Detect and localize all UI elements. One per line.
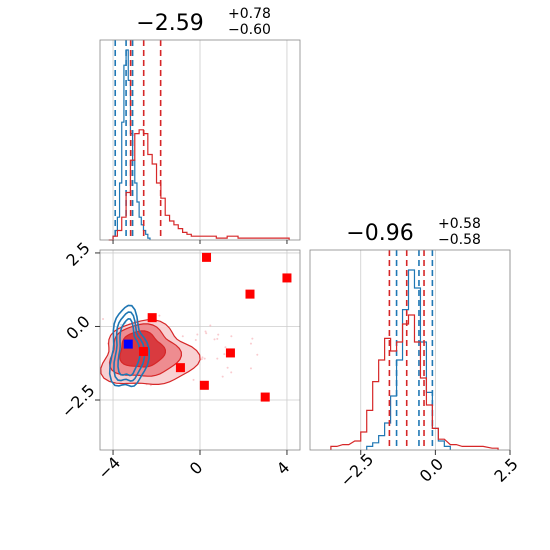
histogram-series-1	[108, 129, 290, 241]
title-right-lower: −0.58	[438, 232, 481, 248]
x-tick-label: 4	[273, 458, 294, 479]
title-top-upper: +0.78	[228, 6, 271, 22]
blue-contour	[108, 304, 150, 388]
scatter-point	[204, 330, 207, 333]
title-top-value: −2.59	[136, 11, 203, 36]
scatter-point	[201, 356, 204, 359]
scatter-point	[223, 353, 226, 356]
scatter-point	[249, 367, 252, 370]
scatter-point	[102, 317, 105, 320]
scatter-point	[256, 353, 259, 356]
scatter-point	[221, 375, 224, 378]
scatter-point	[216, 357, 219, 360]
title-right-upper: +0.58	[438, 216, 481, 232]
y-tick-label: 2.5	[62, 238, 93, 269]
x-tick-label: −2.5	[336, 450, 377, 491]
red-marker	[138, 346, 148, 356]
scatter-point	[230, 371, 233, 374]
marginal-y-histogram: −2.5 0.0 2.5	[309, 249, 522, 491]
axes-background	[310, 250, 510, 450]
blue-contour	[113, 311, 146, 382]
x-tick-label: −4	[94, 453, 124, 483]
red-marker	[175, 363, 185, 373]
scatter-point	[203, 357, 206, 360]
y-tick-label: −2.5	[58, 381, 99, 422]
scatter-point	[224, 346, 227, 349]
scatter-point	[192, 378, 195, 381]
blue-contour	[117, 317, 141, 377]
scatter-point	[230, 335, 233, 338]
x-tick-label: 0.0	[416, 454, 447, 485]
panel-titles: −2.59 +0.78−0.60 −0.96 +0.58−0.58	[136, 6, 481, 248]
blue-marker	[123, 339, 133, 349]
scatter-point	[226, 366, 229, 369]
title-top-lower: −0.60	[228, 22, 271, 38]
scatter-point	[196, 333, 199, 336]
red-marker	[260, 392, 270, 402]
red-marker	[199, 380, 209, 390]
scatter-point	[216, 337, 219, 340]
scatter-point	[158, 314, 161, 317]
scatter-point	[181, 335, 184, 338]
scatter-point	[120, 323, 123, 326]
histogram-series-1	[330, 314, 499, 450]
scatter-point	[251, 337, 254, 340]
scatter-point	[200, 358, 203, 361]
scatter-point	[249, 342, 252, 345]
scatter-point	[209, 324, 212, 327]
marginal-x-histogram	[99, 39, 301, 244]
scatter-point	[205, 332, 208, 335]
x-tick-label: 0	[186, 458, 207, 479]
red-marker	[202, 252, 212, 262]
axes-frame	[309, 249, 511, 451]
joint-contour-panel: −4 0 4 2.5 0.0 −2.5	[58, 238, 301, 483]
scatter-point	[194, 338, 197, 341]
title-right-value: −0.96	[346, 221, 413, 246]
red-marker	[282, 273, 292, 283]
scatter-point	[217, 333, 220, 336]
y-tick-label: 0.0	[62, 312, 93, 343]
scatter-point	[213, 338, 216, 341]
red-marker	[147, 313, 157, 323]
red-marker	[245, 289, 255, 299]
red-marker	[225, 348, 235, 358]
x-tick-label: 2.5	[490, 454, 521, 485]
